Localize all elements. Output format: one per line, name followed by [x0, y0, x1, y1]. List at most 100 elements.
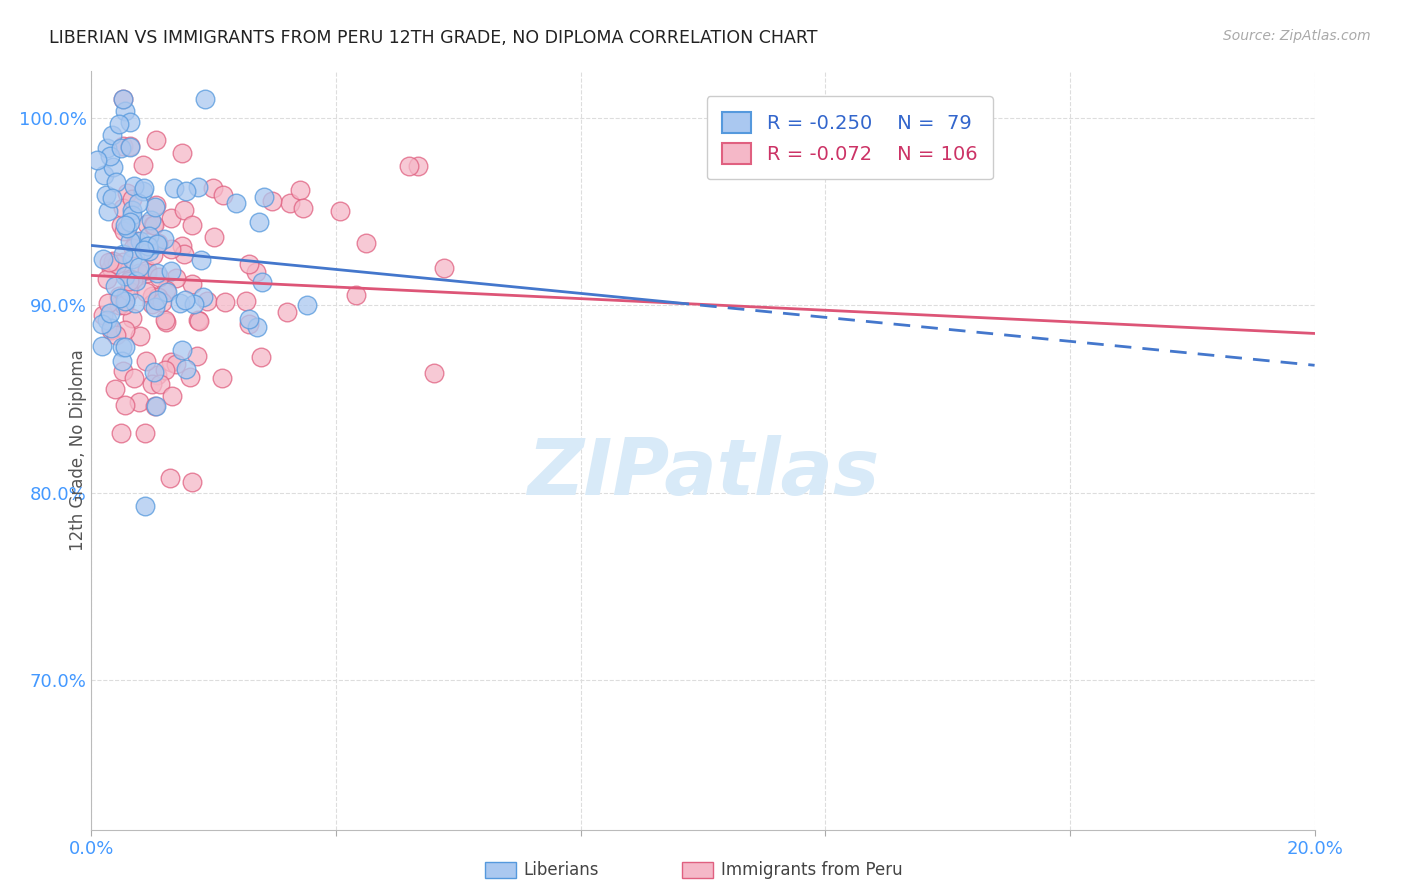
Point — [135, 354, 157, 368]
Point — [143, 200, 166, 214]
Point — [107, 257, 129, 271]
Point — [295, 298, 318, 312]
Point — [194, 92, 217, 106]
Point — [100, 321, 122, 335]
Point — [114, 103, 136, 118]
Point — [190, 252, 212, 267]
Point — [160, 242, 183, 256]
Point — [128, 394, 150, 409]
Point — [105, 175, 128, 189]
Point — [100, 191, 122, 205]
Point — [250, 350, 273, 364]
Point — [155, 283, 177, 297]
Point — [121, 252, 143, 267]
Point — [96, 313, 118, 327]
Point — [122, 273, 145, 287]
Point — [129, 329, 152, 343]
Point — [214, 294, 236, 309]
Point — [112, 364, 135, 378]
Point — [98, 254, 121, 268]
Point — [121, 203, 143, 218]
Point — [132, 158, 155, 172]
Point — [114, 293, 136, 308]
Point — [173, 246, 195, 260]
Point — [110, 425, 132, 440]
Point — [117, 220, 139, 235]
Point — [191, 290, 214, 304]
Point — [101, 253, 124, 268]
Point — [162, 181, 184, 195]
Point — [260, 194, 283, 209]
Point — [125, 274, 148, 288]
Point — [132, 243, 155, 257]
Point — [91, 252, 114, 266]
Point — [141, 376, 163, 391]
Point — [111, 354, 134, 368]
Point — [170, 145, 193, 160]
Point — [160, 264, 183, 278]
Point — [122, 371, 145, 385]
Point — [143, 400, 166, 414]
Point — [212, 187, 235, 202]
Text: ZIPatlas: ZIPatlas — [527, 435, 879, 511]
Point — [153, 312, 176, 326]
Point — [93, 168, 115, 182]
Point — [238, 312, 260, 326]
Point — [166, 271, 188, 285]
Point — [128, 260, 150, 274]
Point — [143, 301, 166, 315]
Point — [114, 397, 136, 411]
Point — [329, 204, 352, 219]
Point — [112, 255, 135, 269]
Point — [181, 475, 204, 490]
Point — [174, 293, 197, 308]
Point — [247, 215, 270, 229]
Point — [159, 355, 181, 369]
Point — [114, 218, 136, 232]
Point — [145, 198, 167, 212]
Point — [98, 149, 121, 163]
Point — [253, 190, 276, 204]
Point — [122, 179, 145, 194]
Point — [107, 289, 129, 303]
Point — [111, 138, 134, 153]
Point — [280, 196, 302, 211]
Point — [114, 224, 136, 238]
Point — [148, 236, 170, 251]
Point — [139, 213, 162, 227]
Point — [245, 265, 267, 279]
Point — [121, 192, 143, 206]
Point — [136, 262, 159, 277]
Point — [141, 297, 163, 311]
Point — [112, 298, 135, 312]
Point — [132, 180, 155, 194]
Legend: R = -0.250    N =  79, R = -0.072    N = 106: R = -0.250 N = 79, R = -0.072 N = 106 — [707, 96, 993, 179]
Point — [138, 244, 160, 259]
Point — [145, 293, 167, 307]
Point — [114, 323, 136, 337]
Point — [235, 294, 257, 309]
Point — [138, 229, 160, 244]
Point — [114, 289, 136, 303]
Point — [101, 128, 124, 142]
Text: Liberians: Liberians — [523, 861, 599, 879]
Point — [142, 218, 165, 232]
Point — [97, 204, 120, 219]
Point — [118, 284, 141, 298]
Point — [165, 357, 187, 371]
Point — [96, 141, 118, 155]
Point — [96, 272, 118, 286]
Point — [145, 400, 167, 414]
Point — [110, 141, 132, 155]
Point — [98, 306, 121, 320]
Point — [276, 304, 298, 318]
Point — [108, 297, 131, 311]
Point — [114, 268, 136, 283]
Point — [181, 277, 204, 292]
Point — [288, 183, 311, 197]
Point — [141, 288, 163, 302]
Point — [183, 296, 205, 310]
Text: Immigrants from Peru: Immigrants from Peru — [721, 861, 903, 879]
Point — [118, 138, 141, 153]
Point — [406, 159, 429, 173]
